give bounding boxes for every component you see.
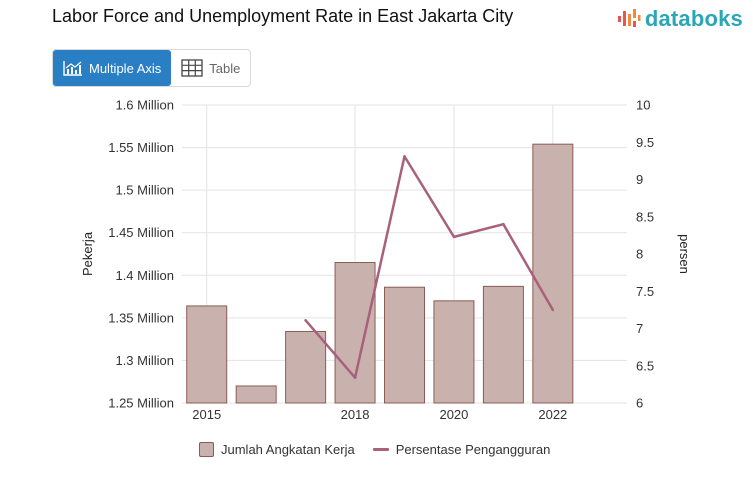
y-left-tick-label: 1.4 Million: [115, 268, 174, 283]
bar: [235, 385, 277, 404]
y-left-tick-label: 1.5 Million: [115, 183, 174, 198]
databoks-logo[interactable]: databoks: [617, 6, 743, 32]
table-grid-icon: [181, 59, 203, 77]
legend-item-unemployment[interactable]: Persentase Pengangguran: [372, 442, 551, 457]
bar: [532, 143, 574, 404]
bar: [285, 330, 327, 404]
x-tick-label: 2022: [538, 407, 567, 422]
y-right-tick-label: 9.5: [636, 135, 654, 150]
unemployment-line: [304, 155, 554, 379]
chart-legend: Jumlah Angkatan Kerja Persentase Pengang…: [199, 442, 568, 457]
line-point: [403, 155, 406, 158]
legend-swatch-line: [372, 448, 389, 451]
view-tabs: Multiple Axis Table: [52, 49, 252, 87]
y-right-tick-label: 9: [636, 172, 643, 187]
y-left-tick-label: 1.35 Million: [108, 310, 174, 325]
y-left-tick-label: 1.55 Million: [108, 140, 174, 155]
bar: [482, 285, 524, 404]
chart-axes: 1.6 Million 1.55 Million 1.5 Million 1.45 M…: [80, 98, 692, 423]
tab-table[interactable]: Table: [171, 50, 250, 86]
bar: [186, 305, 228, 404]
x-tick-label: 2015: [192, 407, 221, 422]
legend-label-labor-force: Jumlah Angkatan Kerja: [221, 442, 355, 457]
y-left-tick-label: 1.25 Million: [108, 396, 174, 411]
legend-label-unemployment: Persentase Pengangguran: [395, 442, 551, 457]
y-right-tick-label: 6: [636, 396, 643, 411]
y-right-tick-label: 10: [636, 98, 650, 113]
bar: [433, 300, 475, 404]
legend-item-labor-force[interactable]: Jumlah Angkatan Kerja: [199, 442, 355, 457]
databoks-logo-text: databoks: [644, 6, 743, 31]
bar-series: [186, 143, 574, 404]
y-right-tick-label: 6.5: [636, 358, 654, 373]
bar: [384, 286, 425, 404]
x-tick-label: 2018: [341, 407, 370, 422]
line-point: [502, 222, 505, 226]
y-right-tick-label: 8: [636, 247, 643, 262]
y-left-tick-label: 1.6 Million: [115, 98, 174, 113]
y-left-tick-label: 1.3 Million: [115, 353, 174, 368]
chart-title: Labor Force and Unemployment Rate in Eas…: [52, 6, 514, 26]
legend-swatch-bar: [199, 442, 214, 457]
y-left-axis-title: Pekerja: [80, 231, 95, 276]
y-right-axis-title: persen: [677, 234, 692, 274]
line-point: [353, 376, 357, 379]
x-tick-label: 2020: [439, 407, 468, 422]
y-right-tick-label: 7.5: [636, 284, 654, 299]
chart-icon: [63, 61, 82, 76]
tab-multiple-axis[interactable]: Multiple Axis: [53, 50, 172, 86]
tab-table-label: Table: [209, 60, 241, 76]
y-right-tick-label: 7: [636, 321, 643, 336]
line-point: [304, 319, 307, 322]
y-left-tick-label: 1.45 Million: [108, 225, 174, 240]
line-point: [452, 235, 456, 239]
line-series: [304, 155, 555, 379]
tab-multiple-axis-label: Multiple Axis: [89, 60, 162, 76]
chart-grid: [182, 104, 627, 404]
databoks-logo-icon: [617, 9, 641, 27]
y-right-tick-label: 8.5: [636, 209, 654, 224]
bar: [334, 262, 376, 404]
line-point: [551, 308, 555, 312]
